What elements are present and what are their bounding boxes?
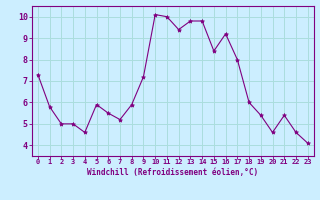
- X-axis label: Windchill (Refroidissement éolien,°C): Windchill (Refroidissement éolien,°C): [87, 168, 258, 177]
